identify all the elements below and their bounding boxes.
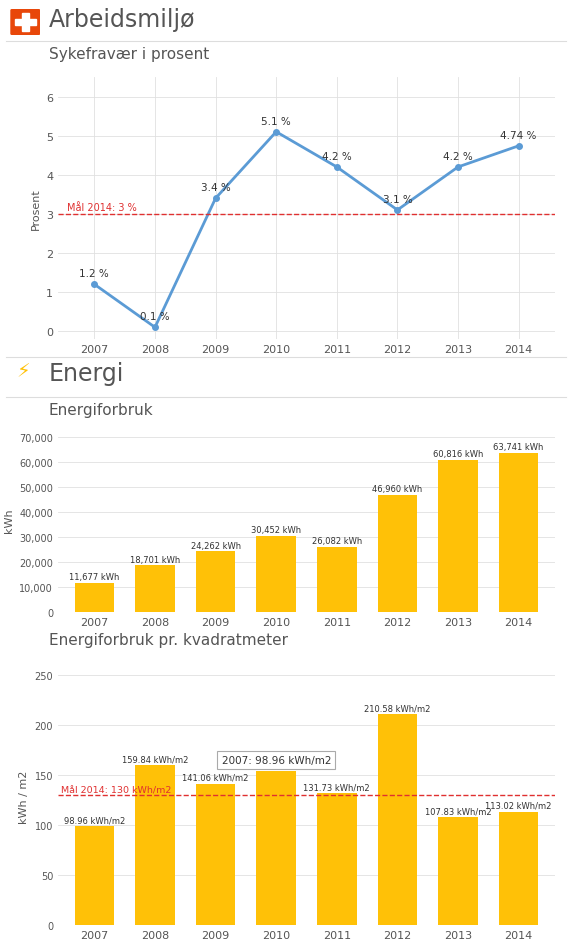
Text: 153.8 kWh/m2: 153.8 kWh/m2 <box>245 761 307 769</box>
Text: 159.84 kWh/m2: 159.84 kWh/m2 <box>122 754 188 764</box>
Bar <box>256 771 296 925</box>
Y-axis label: Prosent: Prosent <box>30 188 41 229</box>
Text: 210.58 kWh/m2: 210.58 kWh/m2 <box>364 703 431 713</box>
Bar <box>75 826 114 925</box>
Bar <box>196 551 235 613</box>
Bar <box>438 461 478 613</box>
Text: Energiforbruk: Energiforbruk <box>49 402 153 417</box>
Text: Mål 2014: 3 %: Mål 2014: 3 % <box>67 202 137 212</box>
Text: 2007: 98.96 kWh/m2: 2007: 98.96 kWh/m2 <box>221 755 331 766</box>
Bar <box>499 812 538 925</box>
Text: 26,082 kWh: 26,082 kWh <box>312 537 362 546</box>
Text: Energiforbruk pr. kvadratmeter: Energiforbruk pr. kvadratmeter <box>49 632 288 648</box>
Text: 0.1 %: 0.1 % <box>140 312 170 322</box>
Bar <box>15 20 36 26</box>
Text: 141.06 kWh/m2: 141.06 kWh/m2 <box>182 773 249 783</box>
Text: 3.1 %: 3.1 % <box>383 194 412 205</box>
Bar <box>22 14 29 32</box>
Bar <box>438 818 478 925</box>
Text: Arbeidsmiljø: Arbeidsmiljø <box>49 8 195 32</box>
Text: 5.1 %: 5.1 % <box>261 117 291 126</box>
Text: ⚡: ⚡ <box>16 362 30 380</box>
Text: 4.2 %: 4.2 % <box>443 152 473 162</box>
Text: Energi: Energi <box>49 362 124 385</box>
Text: 30,452 kWh: 30,452 kWh <box>251 526 301 535</box>
Bar <box>378 715 417 925</box>
Y-axis label: kWh / m2: kWh / m2 <box>19 769 29 823</box>
Text: 4.74 %: 4.74 % <box>500 131 537 141</box>
Text: 63,741 kWh: 63,741 kWh <box>494 443 544 451</box>
Bar <box>317 548 356 613</box>
Text: 131.73 kWh/m2: 131.73 kWh/m2 <box>304 783 370 791</box>
Bar <box>135 565 174 613</box>
Bar <box>135 766 174 925</box>
Bar <box>256 536 296 613</box>
Bar <box>499 453 538 613</box>
Bar <box>317 793 356 925</box>
Text: 3.4 %: 3.4 % <box>201 183 231 194</box>
Text: 18,701 kWh: 18,701 kWh <box>130 555 180 565</box>
Text: 98.96 kWh/m2: 98.96 kWh/m2 <box>63 816 125 824</box>
Text: 24,262 kWh: 24,262 kWh <box>190 541 241 550</box>
Y-axis label: kWh: kWh <box>3 508 14 532</box>
Bar <box>196 784 235 925</box>
Text: 11,677 kWh: 11,677 kWh <box>69 573 120 582</box>
Text: 113.02 kWh/m2: 113.02 kWh/m2 <box>486 801 552 810</box>
Text: 107.83 kWh/m2: 107.83 kWh/m2 <box>425 806 491 816</box>
Bar <box>378 495 417 613</box>
Text: 46,960 kWh: 46,960 kWh <box>372 484 423 494</box>
Text: 1.2 %: 1.2 % <box>80 269 109 279</box>
Text: 4.2 %: 4.2 % <box>322 152 352 162</box>
Bar <box>75 583 114 613</box>
Text: 60,816 kWh: 60,816 kWh <box>433 450 483 459</box>
Text: Sykefravær i prosent: Sykefravær i prosent <box>49 47 209 62</box>
Text: Mål 2014: 130 kWh/m2: Mål 2014: 130 kWh/m2 <box>61 785 172 794</box>
FancyBboxPatch shape <box>10 10 40 36</box>
